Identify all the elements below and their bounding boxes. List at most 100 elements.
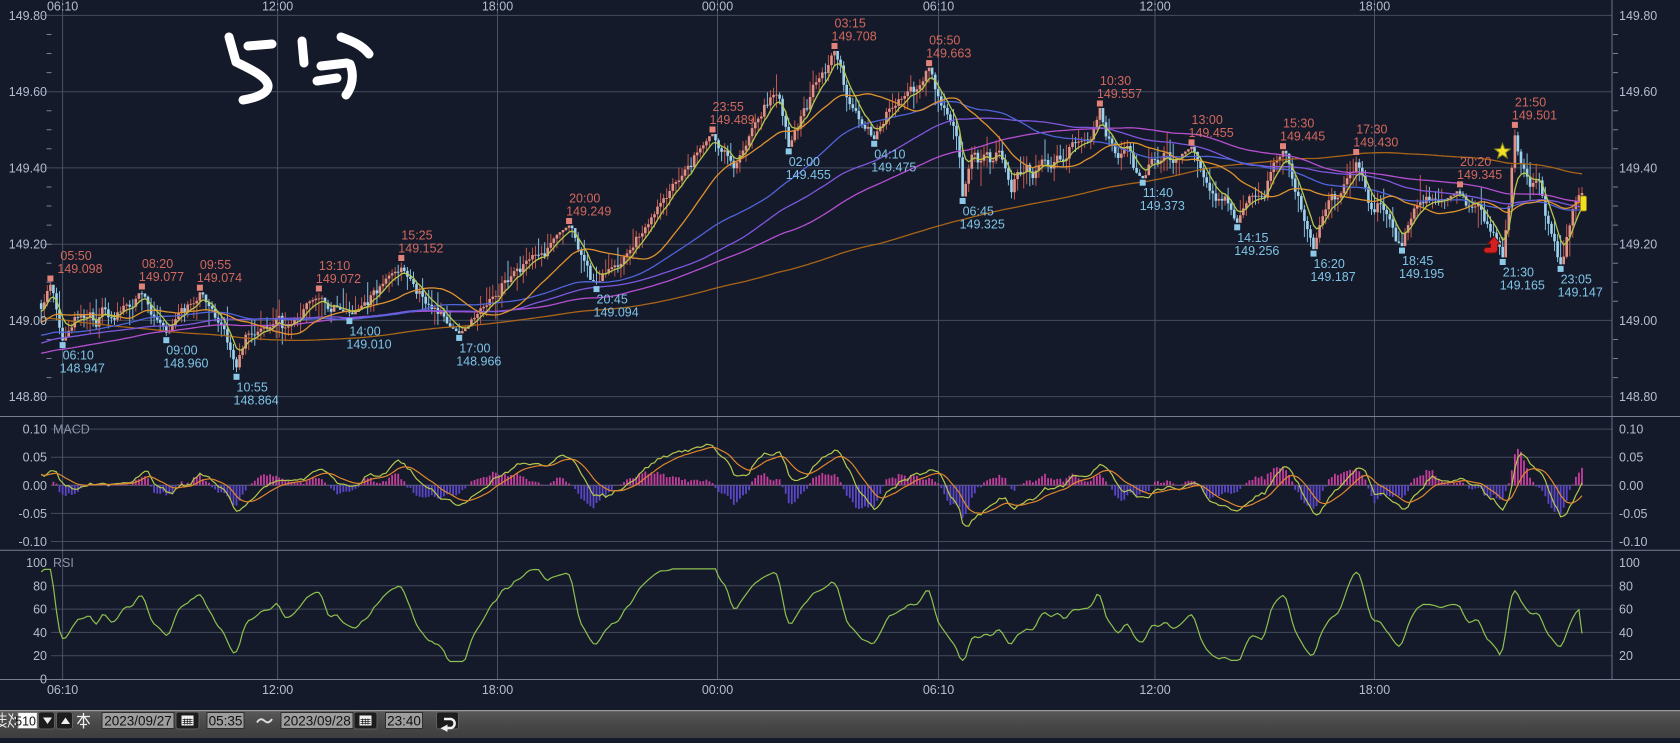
svg-text:149.20: 149.20 <box>9 238 47 252</box>
svg-text:18:00: 18:00 <box>1359 0 1390 14</box>
svg-text:0.10: 0.10 <box>1619 423 1643 437</box>
svg-text:18:00: 18:00 <box>1359 683 1390 697</box>
svg-text:06:10: 06:10 <box>923 683 954 697</box>
svg-text:20: 20 <box>1619 649 1633 663</box>
svg-text:0.00: 0.00 <box>23 479 47 493</box>
svg-text:23:55: 23:55 <box>713 100 744 114</box>
svg-text:09:55: 09:55 <box>200 258 231 272</box>
svg-text:17:30: 17:30 <box>1356 123 1387 137</box>
svg-text:148.947: 148.947 <box>60 362 105 376</box>
svg-text:149.256: 149.256 <box>1234 244 1279 258</box>
svg-text:20: 20 <box>33 649 47 663</box>
svg-text:05:50: 05:50 <box>60 249 91 263</box>
svg-text:148.80: 148.80 <box>9 390 47 404</box>
svg-text:18:45: 18:45 <box>1402 254 1433 268</box>
svg-text:149.475: 149.475 <box>871 160 916 174</box>
svg-text:00:00: 00:00 <box>702 683 733 697</box>
svg-text:149.489: 149.489 <box>710 113 755 127</box>
svg-text:-0.05: -0.05 <box>1619 507 1648 521</box>
svg-text:10:30: 10:30 <box>1100 74 1131 88</box>
svg-text:17:00: 17:00 <box>459 341 490 355</box>
svg-text:148.966: 148.966 <box>456 354 501 368</box>
svg-text:149.708: 149.708 <box>832 30 877 44</box>
svg-text:13:10: 13:10 <box>319 259 350 273</box>
svg-text:149.445: 149.445 <box>1280 130 1325 144</box>
svg-text:149.40: 149.40 <box>1619 161 1657 175</box>
svg-text:149.072: 149.072 <box>316 272 361 286</box>
svg-text:08:20: 08:20 <box>142 257 173 271</box>
svg-text:149.663: 149.663 <box>926 47 971 61</box>
svg-text:16:20: 16:20 <box>1314 257 1345 271</box>
svg-text:149.455: 149.455 <box>1189 126 1234 140</box>
svg-text:20:20: 20:20 <box>1460 155 1491 169</box>
svg-text:80: 80 <box>33 579 47 593</box>
svg-text:20:00: 20:00 <box>569 192 600 206</box>
svg-text:149.249: 149.249 <box>566 205 611 219</box>
svg-text:05:50: 05:50 <box>929 34 960 48</box>
svg-text:13:00: 13:00 <box>1192 113 1223 127</box>
svg-text:-0.10: -0.10 <box>1619 535 1648 549</box>
svg-text:149.165: 149.165 <box>1500 279 1545 293</box>
svg-text:149.074: 149.074 <box>197 271 242 285</box>
svg-text:149.20: 149.20 <box>1619 238 1657 252</box>
svg-text:149.373: 149.373 <box>1140 199 1185 213</box>
svg-text:100: 100 <box>26 556 47 570</box>
svg-text:149.40: 149.40 <box>9 161 47 175</box>
svg-text:149.147: 149.147 <box>1558 285 1603 299</box>
svg-text:18:00: 18:00 <box>482 683 513 697</box>
svg-text:14:00: 14:00 <box>349 325 380 339</box>
svg-text:149.094: 149.094 <box>594 306 639 320</box>
svg-text:11:40: 11:40 <box>1143 186 1173 200</box>
svg-text:149.80: 149.80 <box>9 9 47 23</box>
svg-text:0: 0 <box>40 673 47 687</box>
svg-text:149.455: 149.455 <box>786 168 831 182</box>
svg-text:149.80: 149.80 <box>1619 9 1657 23</box>
svg-text:21:50: 21:50 <box>1515 95 1546 109</box>
svg-text:149.187: 149.187 <box>1311 270 1356 284</box>
svg-text:149.60: 149.60 <box>1619 85 1657 99</box>
svg-text:21:30: 21:30 <box>1503 266 1534 280</box>
svg-text:-0.10: -0.10 <box>19 535 48 549</box>
svg-text:40: 40 <box>33 626 47 640</box>
svg-text:06:10: 06:10 <box>63 349 94 363</box>
svg-text:18:00: 18:00 <box>482 0 513 14</box>
svg-text:149.00: 149.00 <box>9 314 47 328</box>
svg-text:149.195: 149.195 <box>1399 267 1444 281</box>
svg-text:510: 510 <box>15 715 36 729</box>
svg-text:12:00: 12:00 <box>262 683 293 697</box>
svg-text:149.325: 149.325 <box>960 218 1005 232</box>
svg-text:60: 60 <box>33 603 47 617</box>
svg-text:06:10: 06:10 <box>47 683 78 697</box>
svg-text:60: 60 <box>1619 603 1633 617</box>
svg-text:00:00: 00:00 <box>702 0 733 14</box>
svg-text:0.05: 0.05 <box>23 451 47 465</box>
svg-text:148.960: 148.960 <box>163 357 208 371</box>
svg-text:10:55: 10:55 <box>237 380 268 394</box>
svg-text:149.077: 149.077 <box>139 270 184 284</box>
svg-text:20:45: 20:45 <box>597 293 628 307</box>
svg-text:12:00: 12:00 <box>1139 683 1170 697</box>
svg-text:149.557: 149.557 <box>1097 87 1142 101</box>
svg-text:06:10: 06:10 <box>923 0 954 14</box>
svg-text:RSI: RSI <box>53 556 74 570</box>
svg-text:149.00: 149.00 <box>1619 314 1657 328</box>
svg-text:149.430: 149.430 <box>1353 136 1398 150</box>
svg-text:03:15: 03:15 <box>835 17 866 31</box>
svg-text:04:10: 04:10 <box>874 147 905 161</box>
svg-text:23:05: 23:05 <box>1561 272 1592 286</box>
svg-text:149.098: 149.098 <box>57 262 102 276</box>
svg-text:09:00: 09:00 <box>166 344 197 358</box>
svg-text:12:00: 12:00 <box>1139 0 1170 14</box>
svg-text:06:45: 06:45 <box>963 205 994 219</box>
svg-text:148.80: 148.80 <box>1619 390 1657 404</box>
svg-text:2023/09/27: 2023/09/27 <box>104 714 172 729</box>
svg-text:0.10: 0.10 <box>23 423 47 437</box>
svg-text:149.60: 149.60 <box>9 85 47 99</box>
svg-text:149.345: 149.345 <box>1457 168 1502 182</box>
svg-text:MACD: MACD <box>53 423 90 437</box>
svg-text:05:35: 05:35 <box>209 714 243 729</box>
svg-text:0.00: 0.00 <box>1619 479 1643 493</box>
svg-text:06:10: 06:10 <box>47 0 78 14</box>
svg-text:23:40: 23:40 <box>387 714 421 729</box>
svg-text:148.864: 148.864 <box>234 393 279 407</box>
